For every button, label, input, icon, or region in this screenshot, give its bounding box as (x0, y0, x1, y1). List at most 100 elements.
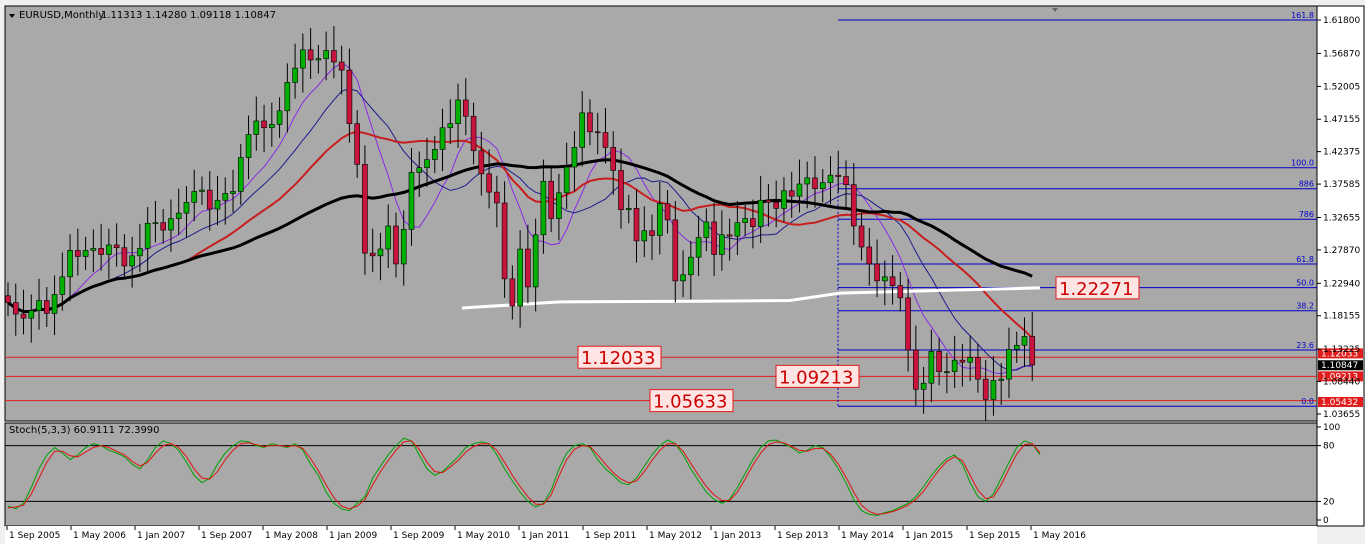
y-tick-label: 1.27870 (1323, 246, 1360, 256)
candle-body (447, 123, 454, 129)
candle-body (1006, 349, 1012, 380)
fib-label: 61.8 (1296, 255, 1314, 264)
shift-marker-icon[interactable] (1052, 8, 1058, 12)
level-label-2: 1.09213 (779, 367, 853, 388)
candle-body (951, 359, 958, 372)
level-label-1-box (577, 345, 662, 369)
candle-body (850, 184, 857, 227)
x-tick-label: 1 May 2008 (265, 531, 318, 541)
candle-body (1029, 336, 1036, 366)
y-tick-label: 1.42375 (1323, 148, 1360, 158)
candle-body (222, 193, 229, 201)
candle-body (726, 234, 733, 237)
candle-body (982, 378, 989, 400)
candle-body (416, 167, 423, 173)
fibonacci-retracement[interactable]: 161.8 100.0 886 786 61.8 50.0 38.2 23.6 0.0 (837, 11, 1317, 407)
price-tag-label: 1.05432 (1321, 398, 1358, 408)
fib-label: 38.2 (1296, 302, 1314, 311)
candle-body (20, 313, 27, 319)
candles (5, 26, 1036, 422)
candle-body (1013, 344, 1020, 350)
candle-body (12, 302, 19, 315)
x-tick-label: 1 Jan 2013 (713, 531, 761, 541)
candle-body (525, 248, 531, 288)
level-label-3-box (649, 389, 734, 413)
candle-body (843, 176, 849, 185)
x-tick-label: 1 May 2014 (841, 531, 894, 541)
y-tick-label: 1.37585 (1323, 180, 1360, 190)
candle-body (439, 127, 446, 150)
stoch-y-tick-label: 80 (1323, 442, 1335, 452)
candle-body (214, 199, 221, 210)
dropdown-triangle-icon[interactable] (9, 14, 15, 18)
candle-body (804, 177, 811, 185)
x-tick-label: 1 Sep 2007 (201, 531, 252, 541)
candle-body (990, 380, 997, 400)
price-axis (1316, 5, 1365, 527)
candle-body (269, 124, 275, 129)
price-tag (1318, 396, 1363, 407)
x-tick-label: 1 Jan 2011 (521, 531, 569, 541)
candle-body (129, 255, 135, 267)
candle-body (532, 234, 539, 288)
candle-body (866, 246, 873, 265)
price-tag (1318, 360, 1363, 371)
candle-body (928, 351, 935, 384)
candle-body (284, 82, 291, 112)
x-tick-label: 1 Sep 2013 (777, 531, 828, 541)
candle-body (734, 222, 741, 237)
y-tick-label: 1.61800 (1323, 16, 1360, 26)
candle-body (323, 50, 329, 59)
candle-body (781, 190, 787, 209)
candle-body (540, 180, 547, 236)
candle-body (113, 244, 120, 248)
price-tag (1318, 348, 1363, 359)
candle-body (594, 131, 601, 134)
ma-black-line (7, 158, 1033, 314)
candle-body (587, 112, 593, 133)
stoch-signal-line (7, 440, 1041, 515)
price-tag-label: 1.09213 (1321, 372, 1358, 382)
x-tick-label: 1 Jan 2007 (137, 531, 185, 541)
candle-body (556, 192, 562, 219)
candle-body (276, 110, 283, 125)
y-tick-label: 1.56870 (1323, 49, 1360, 59)
stoch-y-tick-label: 0 (1323, 516, 1329, 526)
x-tick-label: 1 May 2010 (457, 531, 510, 541)
candle-body (470, 115, 477, 152)
fib-label: 50.0 (1296, 279, 1314, 288)
candle-body (106, 244, 112, 255)
candle-body (571, 147, 578, 168)
candle-body (245, 134, 252, 158)
ohlc-values: 1.11313 1.14280 1.09118 1.10847 (101, 10, 276, 21)
stoch-y-tick-label: 20 (1323, 497, 1335, 507)
candle-body (385, 225, 392, 250)
fib-label: 23.6 (1296, 341, 1314, 350)
candle-body (67, 250, 73, 278)
candle-body (183, 201, 190, 214)
candle-body (82, 250, 89, 257)
y-tick-label: 1.18155 (1323, 312, 1360, 322)
price-tag (1318, 371, 1363, 382)
y-tick-label: 1.32655 (1323, 213, 1360, 223)
candle-body (346, 69, 353, 124)
candle-body (152, 222, 159, 224)
candle-body (455, 99, 461, 124)
candle-body (253, 120, 260, 135)
candle-body (478, 150, 485, 175)
candle-body (750, 218, 756, 227)
candle-body (331, 50, 337, 63)
stoch-header: Stoch(5,3,3) 60.9111 72.3990 (9, 425, 160, 436)
x-tick-label: 1 May 2006 (73, 531, 126, 541)
candle-body (610, 147, 617, 171)
candle-body (874, 263, 880, 282)
candle-body (5, 295, 11, 303)
candle-body (819, 182, 826, 190)
x-tick-label: 1 May 2016 (1033, 531, 1086, 541)
candle-body (300, 49, 306, 69)
fib-label: 0.0 (1301, 397, 1314, 406)
price-labels[interactable]: 1.12033 1.09213 1.05633 1.22271 1.12033 1.108… (577, 276, 1363, 413)
candle-body (719, 234, 725, 255)
candle-body (43, 300, 50, 314)
